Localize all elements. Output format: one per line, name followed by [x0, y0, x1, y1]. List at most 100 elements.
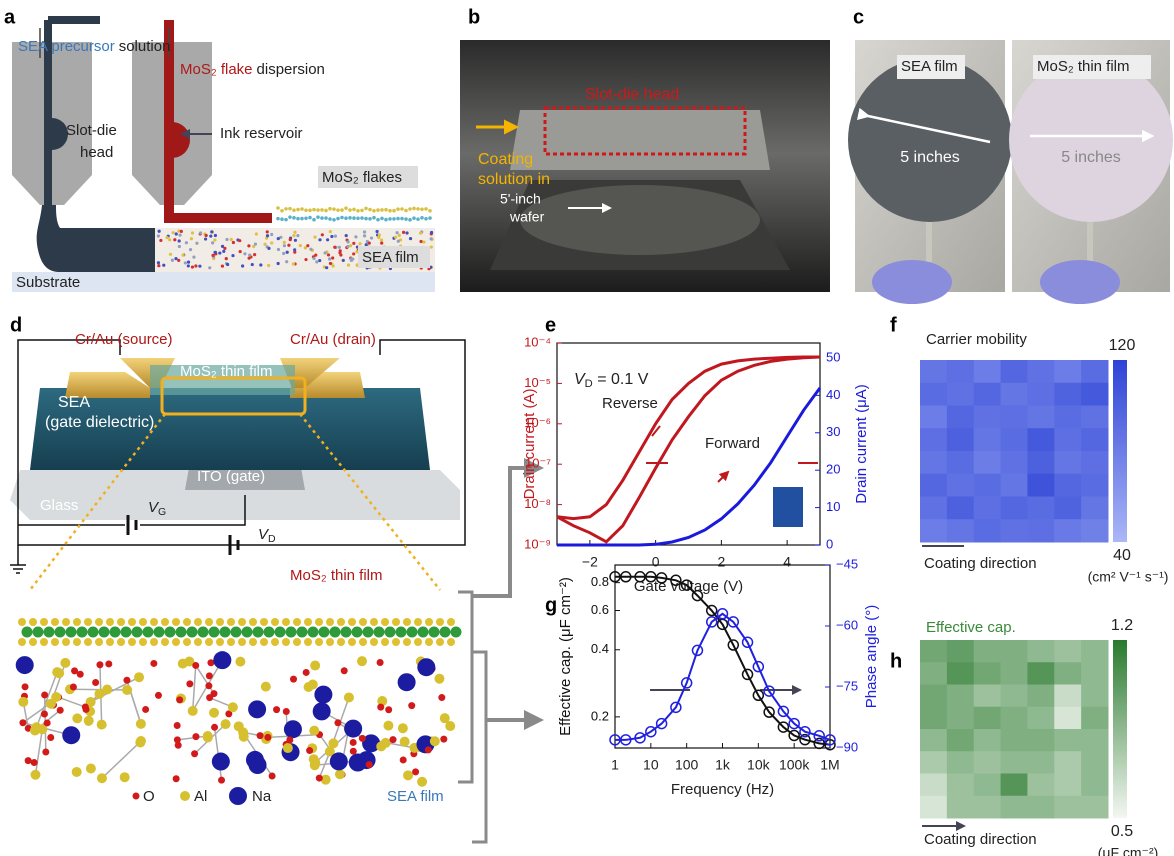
atom	[407, 627, 418, 638]
film-atom	[299, 244, 302, 247]
heatmap-cell	[1081, 751, 1108, 774]
film-atom	[277, 248, 280, 251]
atom	[374, 627, 385, 638]
atom	[134, 672, 144, 682]
film-atom	[169, 253, 172, 256]
atom	[60, 658, 70, 668]
atom	[238, 638, 246, 646]
atom	[117, 618, 125, 626]
heatmap-cell	[1001, 383, 1028, 406]
film-atom	[329, 262, 332, 265]
atom	[86, 763, 96, 773]
film-atom	[380, 241, 383, 244]
heatmap-cell	[1027, 451, 1054, 474]
film-atom	[349, 244, 352, 247]
film-atom	[199, 231, 202, 234]
atom	[150, 618, 158, 626]
heatmap-cell	[920, 428, 947, 451]
flake-atom	[332, 218, 336, 222]
heatmap-cell	[947, 751, 974, 774]
flake-atom	[380, 208, 384, 212]
y2-axis-label: Phase angle (°)	[863, 605, 880, 709]
heatmap-cell	[1081, 774, 1108, 797]
film-atom	[198, 265, 201, 268]
flake-atom	[356, 216, 360, 220]
label: SEA	[58, 394, 90, 411]
film-atom	[158, 230, 161, 233]
atom	[31, 759, 38, 766]
heatmap-cell	[1001, 451, 1028, 474]
film-atom	[422, 240, 425, 243]
film-atom	[211, 254, 214, 257]
film-atom	[287, 244, 290, 247]
atom	[283, 743, 293, 753]
heatmap-cell	[1081, 729, 1108, 752]
heatmap-cell	[947, 451, 974, 474]
flake-atom	[384, 208, 388, 212]
heatmap-cell	[1027, 729, 1054, 752]
film-atom	[330, 235, 333, 238]
atom	[381, 638, 389, 646]
label: SEA film	[362, 249, 419, 266]
heatmap-cell	[974, 406, 1001, 429]
atom	[191, 750, 198, 757]
atom	[315, 638, 323, 646]
y-tick-label: 0.8	[591, 574, 609, 589]
flake-atom	[316, 215, 320, 219]
atom	[176, 627, 187, 638]
atom	[261, 682, 271, 692]
heatmap-cell	[1001, 774, 1028, 797]
flake-atom	[324, 216, 328, 220]
film-atom	[430, 237, 433, 240]
label: Ink reservoir	[220, 125, 303, 142]
label: ITO (gate)	[197, 468, 265, 485]
flake-atom	[292, 208, 296, 212]
atom	[132, 627, 143, 638]
heatmap-cell	[1054, 519, 1081, 542]
atom	[216, 638, 224, 646]
atom	[436, 638, 444, 646]
film-atom	[342, 259, 345, 262]
film-atom	[263, 243, 266, 246]
film-atom	[182, 254, 185, 257]
heatmap-cell	[974, 707, 1001, 730]
atom	[429, 627, 440, 638]
atom	[260, 618, 268, 626]
flake-atom	[288, 207, 292, 211]
film-atom	[292, 234, 295, 237]
film-atom	[157, 264, 160, 267]
atom	[341, 627, 352, 638]
atom	[18, 638, 26, 646]
heatmap-cell	[1054, 640, 1081, 663]
film-atom	[194, 264, 197, 267]
heatmap-cell	[920, 796, 947, 819]
atom	[155, 692, 162, 699]
atom	[400, 756, 407, 763]
film-atom	[211, 241, 214, 244]
film-atom	[241, 264, 244, 267]
atom	[440, 736, 447, 743]
heatmap-cell	[920, 774, 947, 797]
label: MoS₂ thin film	[290, 567, 383, 584]
heatmap-cell	[1001, 428, 1028, 451]
atom	[94, 689, 104, 699]
flake-atom	[408, 207, 412, 211]
atom	[253, 627, 264, 638]
film-atom	[292, 262, 295, 265]
atom	[286, 736, 293, 743]
heatmap-cell	[1001, 751, 1028, 774]
flake-atom	[300, 207, 304, 211]
atom	[172, 638, 180, 646]
atom	[110, 627, 121, 638]
film-atom	[430, 245, 433, 248]
atom	[187, 627, 198, 638]
film-atom	[347, 240, 350, 243]
film-atom	[347, 264, 350, 267]
atom	[249, 618, 257, 626]
atom	[438, 694, 445, 701]
film-atom	[221, 265, 224, 268]
atom	[314, 686, 332, 704]
atom	[447, 618, 455, 626]
flake-atom	[296, 217, 300, 221]
atom	[334, 719, 341, 726]
